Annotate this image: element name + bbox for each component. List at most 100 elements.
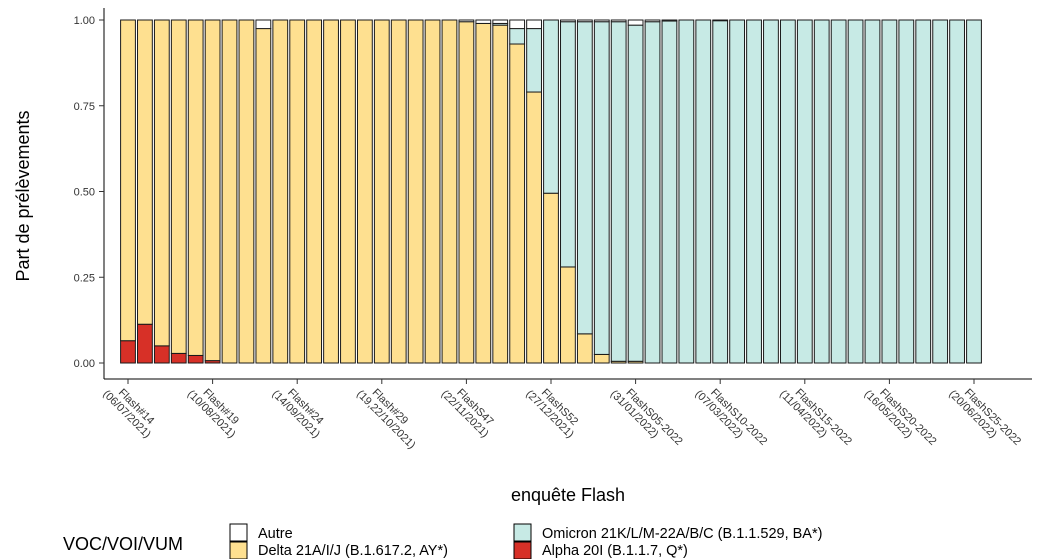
bar-segment: [627, 24, 644, 362]
bar-segment: [966, 19, 982, 364]
bar-segment: [864, 19, 881, 364]
bar-segment: [441, 19, 458, 364]
bar-segment: [492, 24, 509, 364]
bar-segment: [644, 21, 661, 364]
legend-label-omicron: Omicron 21K/L/M-22A/B/C (B.1.1.529, BA*): [542, 526, 822, 542]
bar-segment: [255, 19, 272, 30]
bar-segment: [830, 19, 847, 364]
bar-segment: [323, 19, 339, 364]
bar-segment: [509, 28, 526, 45]
bar-segment: [373, 19, 390, 364]
bar-segment: [644, 19, 661, 23]
x-tick-label: Flash#19(10/08/2021): [185, 380, 246, 441]
bar-segment: [949, 19, 965, 364]
bar-segment: [340, 19, 356, 364]
bar-segment: [221, 19, 238, 364]
bar-segment: [526, 91, 542, 364]
bar-segment: [576, 21, 593, 335]
x-tick-label: FlashS52(27/12/2021): [523, 380, 584, 441]
bar-segment: [137, 19, 153, 325]
bar-segment: [560, 266, 576, 364]
bar-segment: [509, 43, 526, 364]
legend-swatch-delta: [229, 541, 248, 559]
legend-item-omicron: Omicron 21K/L/M-22A/B/C (B.1.1.529, BA*): [513, 523, 822, 542]
legend-item-alpha: Alpha 20I (B.1.1.7, Q*): [513, 541, 688, 559]
bar-segment: [120, 19, 136, 342]
bar-segment: [137, 323, 153, 364]
x-tick-label: FlashS05-2022(31/01/2022): [608, 380, 685, 457]
bar-segment: [306, 19, 323, 364]
bar-segment: [526, 19, 542, 30]
bar-segment: [610, 21, 627, 362]
bar-segment: [526, 28, 542, 93]
bar-segment: [813, 19, 830, 364]
bar-segment: [712, 19, 729, 22]
bar-segment: [560, 19, 576, 23]
x-ticks: Flash#14(06/07/2021) Flash#19(10/08/2021)…: [100, 379, 1023, 457]
bar-segment: [593, 21, 610, 355]
x-tick-label: FlashS10-2022(07/03/2022): [693, 380, 770, 457]
x-tick-label: FlashS15-2022(11/04/2022): [777, 380, 854, 457]
bar-segment: [170, 352, 187, 364]
bar-segment: [289, 19, 306, 364]
y-tick-label: 1.00: [74, 15, 95, 27]
bar-segment: [492, 19, 509, 24]
bar-segment: [661, 20, 678, 364]
bar-segment: [661, 19, 678, 22]
bar-segment: [593, 19, 610, 23]
bar-segment: [475, 19, 492, 24]
legend-item-autre: Autre: [229, 523, 293, 542]
y-tick-label: 0.25: [74, 272, 95, 284]
x-tick-label: FlashS20-2022(16/05/2022): [862, 380, 939, 457]
bar-segment: [729, 19, 746, 364]
x-tick-label: Flash#29(19,22/10/2021): [354, 380, 426, 452]
bar-segment: [932, 19, 949, 364]
bar-segment: [153, 19, 170, 347]
bar-segment: [593, 353, 610, 364]
legend-swatch-autre: [229, 523, 248, 542]
bar-segment: [153, 345, 170, 364]
bar-segment: [390, 19, 407, 364]
bar-segment: [712, 20, 729, 364]
bar-segment: [509, 19, 526, 30]
legend-label-autre: Autre: [258, 526, 293, 542]
bar-segment: [356, 19, 373, 364]
bar-segment: [763, 19, 779, 364]
y-tick-label: 0.50: [74, 187, 95, 199]
bar-segment: [424, 19, 441, 364]
bar-segment: [610, 19, 627, 23]
legend-title: VOC/VOI/VUM: [63, 534, 183, 554]
bar-segment: [475, 22, 492, 364]
bar-segment: [238, 19, 255, 364]
bar-segment: [204, 19, 221, 362]
x-tick-label: FlashS47(22/11/2021): [439, 380, 500, 441]
bar-segment: [255, 28, 272, 364]
bar-segment: [695, 19, 712, 364]
bar-segment: [779, 19, 796, 364]
legend: VOC/VOI/VUM Autre Delta 21A/I/J (B.1.617…: [63, 523, 822, 559]
bar-segment: [915, 19, 932, 364]
y-tick-label: 0.00: [74, 358, 95, 370]
bar-segment: [458, 21, 475, 364]
bar-segment: [187, 354, 204, 364]
bar-segment: [187, 19, 204, 356]
x-tick-label: Flash#14(06/07/2021): [100, 380, 161, 441]
bar-segment: [458, 19, 475, 23]
legend-swatch-alpha: [513, 541, 532, 559]
bars-layer: [120, 19, 982, 364]
bar-segment: [543, 192, 559, 364]
legend-swatch-omicron: [513, 523, 532, 542]
bar-segment: [576, 19, 593, 23]
bar-segment: [847, 19, 864, 364]
x-tick-label: Flash#24(14/09/2021): [270, 380, 331, 441]
bar-segment: [678, 19, 695, 364]
y-ticks: 0.00 0.25 0.50 0.75 1.00: [74, 15, 104, 370]
y-tick-label: 0.75: [74, 101, 95, 113]
x-axis-title: enquête Flash: [511, 485, 625, 505]
legend-label-delta: Delta 21A/I/J (B.1.617.2, AY*): [258, 543, 448, 559]
bar-segment: [746, 19, 762, 364]
bar-segment: [170, 19, 187, 354]
bar-segment: [796, 19, 813, 364]
y-axis-title: Part de prélèvements: [13, 110, 33, 281]
legend-item-delta: Delta 21A/I/J (B.1.617.2, AY*): [229, 541, 448, 559]
